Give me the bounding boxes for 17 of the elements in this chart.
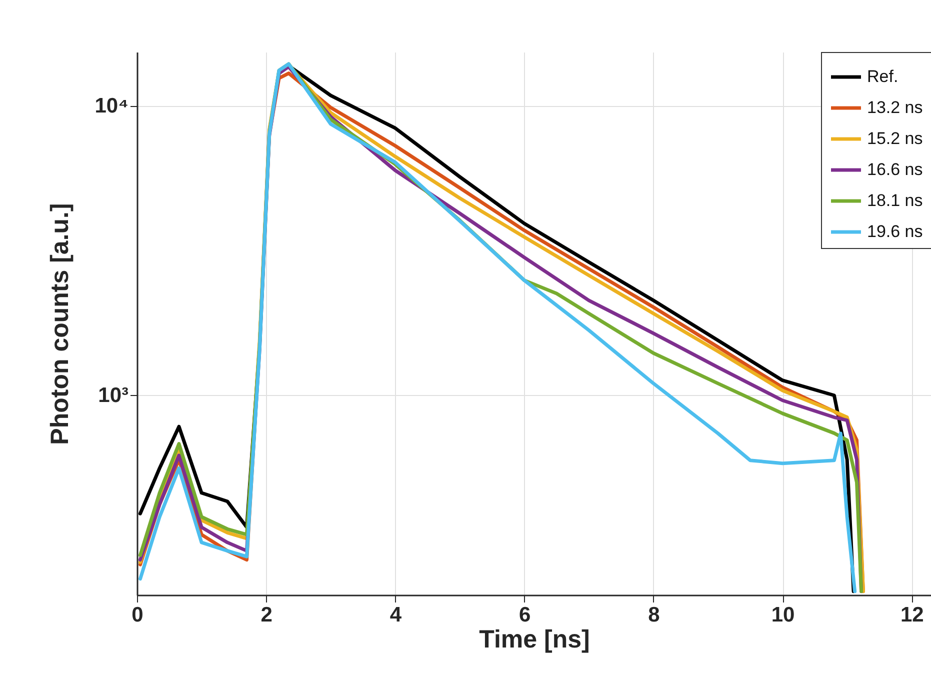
- x-axis-title: Time [ns]: [479, 626, 590, 654]
- legend-label: 13.2 ns: [867, 98, 923, 117]
- legend-label: 15.2 ns: [867, 129, 923, 148]
- legend-label: 16.6 ns: [867, 160, 923, 179]
- x-tick-label: 0: [132, 604, 144, 626]
- x-tick-label: 8: [648, 604, 660, 626]
- y-tick-label: 10³: [98, 384, 128, 407]
- legend-label: Ref.: [867, 67, 898, 86]
- y-tick-label: 10⁴: [94, 94, 128, 118]
- x-tick-label: 2: [260, 604, 272, 626]
- legend-label: 18.1 ns: [867, 191, 923, 210]
- x-tick-label: 6: [518, 604, 531, 626]
- x-tick-label: 12: [900, 604, 924, 626]
- x-tick-label: 4: [390, 604, 402, 626]
- y-axis-title: Photon counts [a.u.]: [46, 203, 74, 445]
- x-tick-label: 10: [771, 604, 795, 626]
- legend-label: 19.6 ns: [867, 222, 923, 241]
